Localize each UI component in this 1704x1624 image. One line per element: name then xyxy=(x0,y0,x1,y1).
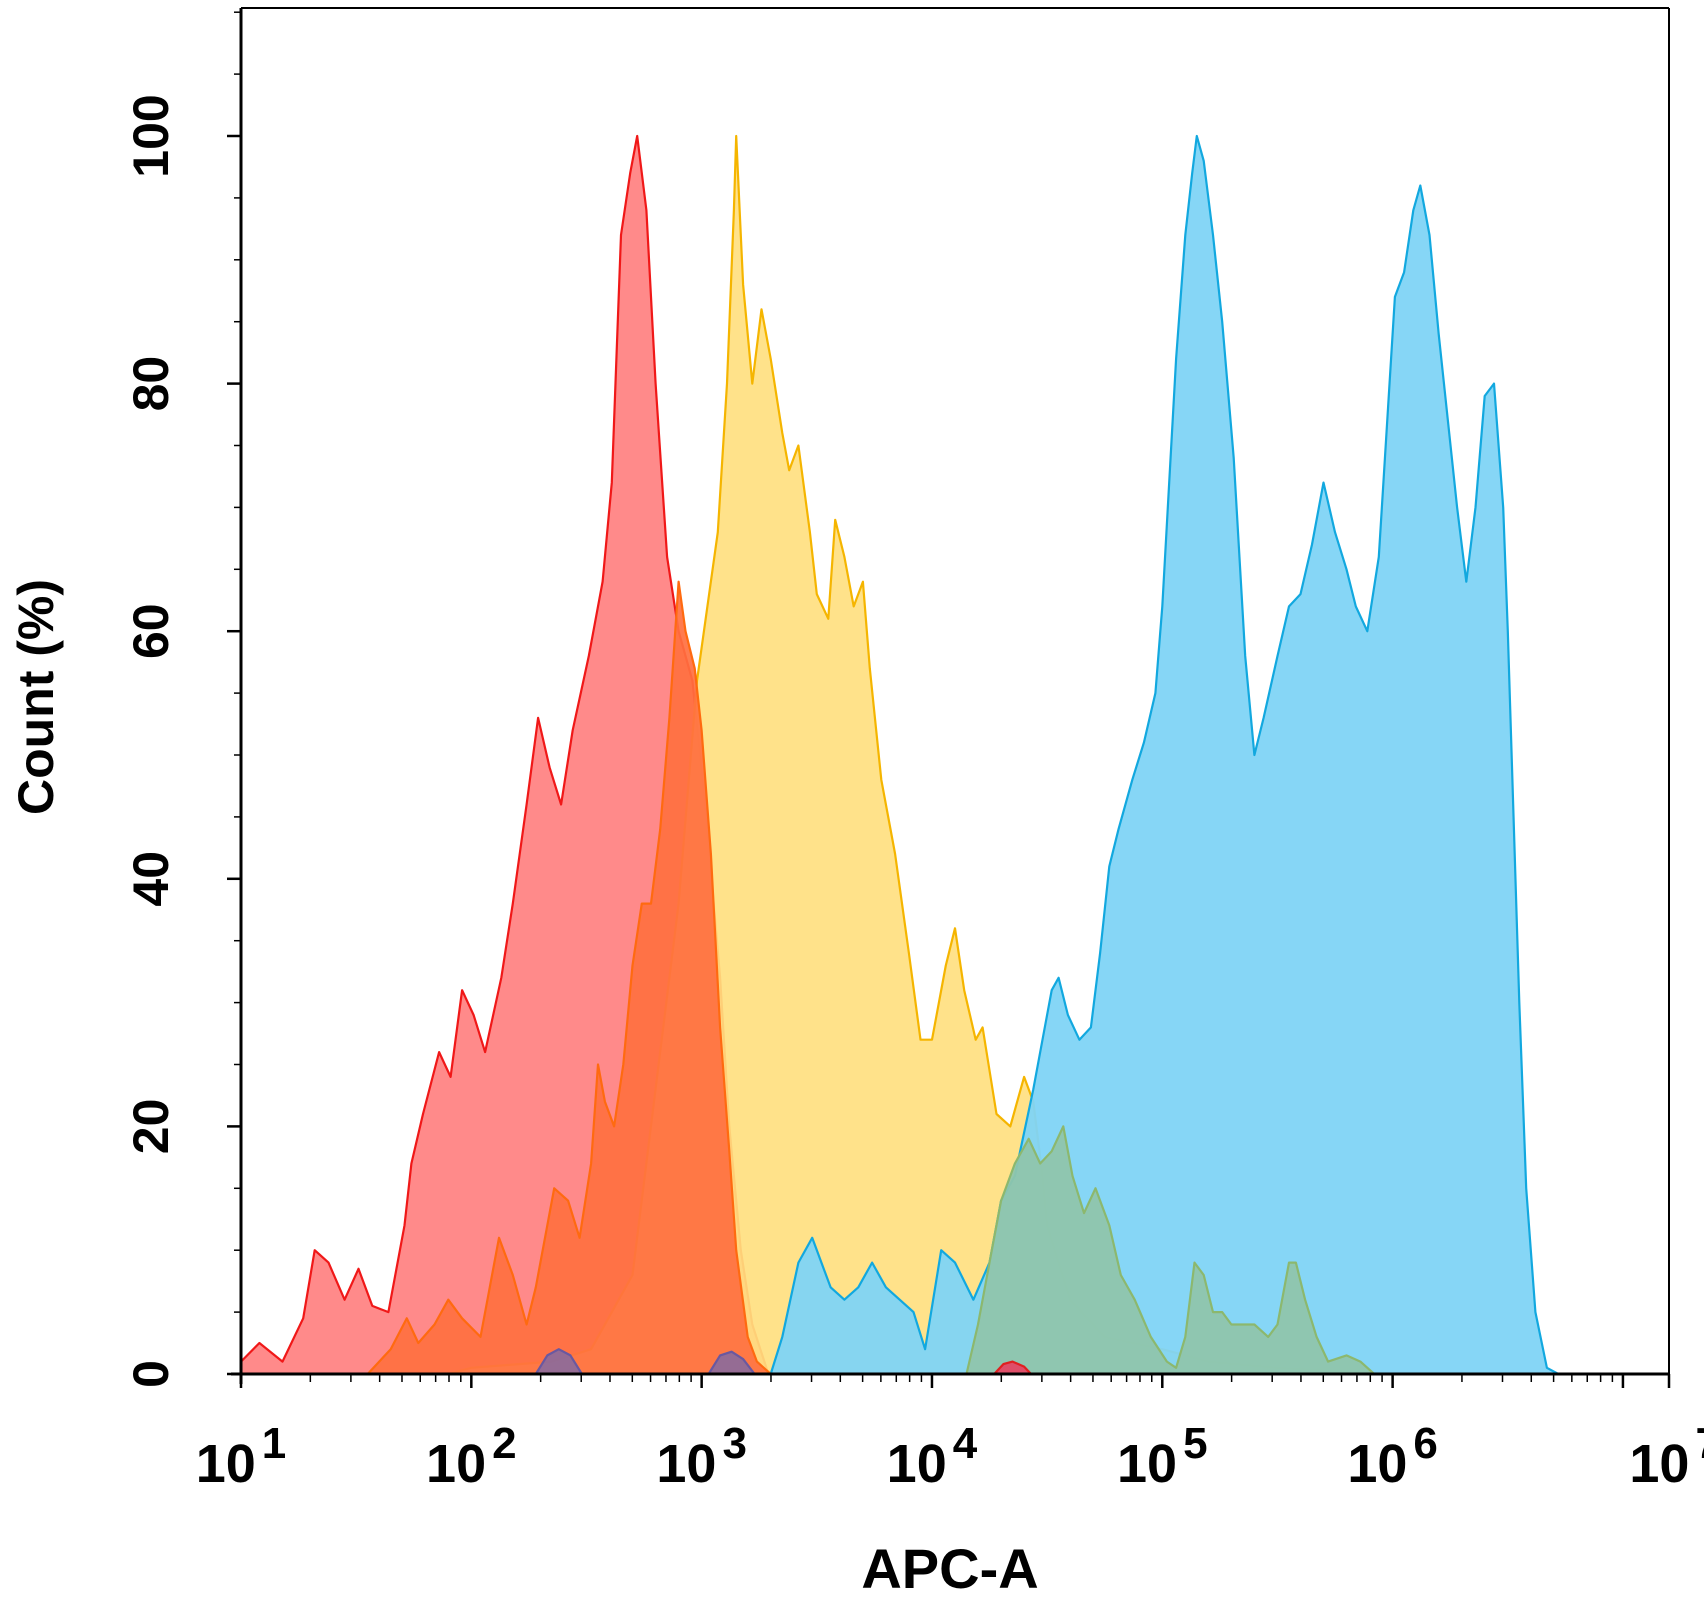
x-tick-base: 10 xyxy=(1629,1434,1689,1494)
x-tick-label: 10 5 xyxy=(1117,1419,1208,1494)
x-tick-base: 10 xyxy=(196,1434,256,1494)
x-tick-base: 10 xyxy=(656,1434,716,1494)
x-tick-base: 10 xyxy=(887,1434,947,1494)
y-tick-label: 20 xyxy=(123,1099,179,1155)
x-tick-exponent: 6 xyxy=(1413,1419,1437,1468)
y-tick-label: 80 xyxy=(123,356,179,412)
x-tick-base: 10 xyxy=(1347,1434,1407,1494)
x-tick-label: 10 2 xyxy=(426,1419,517,1494)
x-tick-label: 10 1 xyxy=(196,1419,287,1494)
histogram-series-5 xyxy=(965,1125,1376,1376)
x-tick-label: 10 4 xyxy=(887,1419,978,1494)
x-tick-label: 10 6 xyxy=(1347,1419,1438,1494)
x-tick-label: 10 3 xyxy=(656,1419,747,1494)
x-tick-label: 107.2 xyxy=(1629,1419,1704,1494)
x-axis-ticks: 101102103104105106107.2 xyxy=(196,1374,1704,1494)
x-tick-exponent: 5 xyxy=(1183,1419,1207,1468)
y-axis-title: Count (%) xyxy=(8,579,64,815)
histogram-series-layer xyxy=(239,134,1560,1376)
y-tick-label: 0 xyxy=(123,1360,179,1388)
histogram-series-4 xyxy=(366,580,772,1376)
y-axis-ticks: 0 20 40 60 80 100 xyxy=(123,11,241,1388)
x-tick-base: 10 xyxy=(426,1434,486,1494)
y-tick-label: 60 xyxy=(123,603,179,659)
x-tick-exponent: 7.2 xyxy=(1695,1419,1704,1468)
x-tick-base: 10 xyxy=(1117,1434,1177,1494)
x-tick-exponent: 4 xyxy=(953,1419,978,1468)
y-tick-label: 40 xyxy=(123,851,179,907)
histogram-series-3 xyxy=(539,134,1560,1376)
x-tick-exponent: 1 xyxy=(262,1419,286,1468)
y-tick-label: 100 xyxy=(123,94,179,177)
x-tick-exponent: 3 xyxy=(722,1419,746,1468)
x-tick-exponent: 2 xyxy=(492,1419,516,1468)
x-axis-title: APC-A xyxy=(861,1537,1038,1600)
